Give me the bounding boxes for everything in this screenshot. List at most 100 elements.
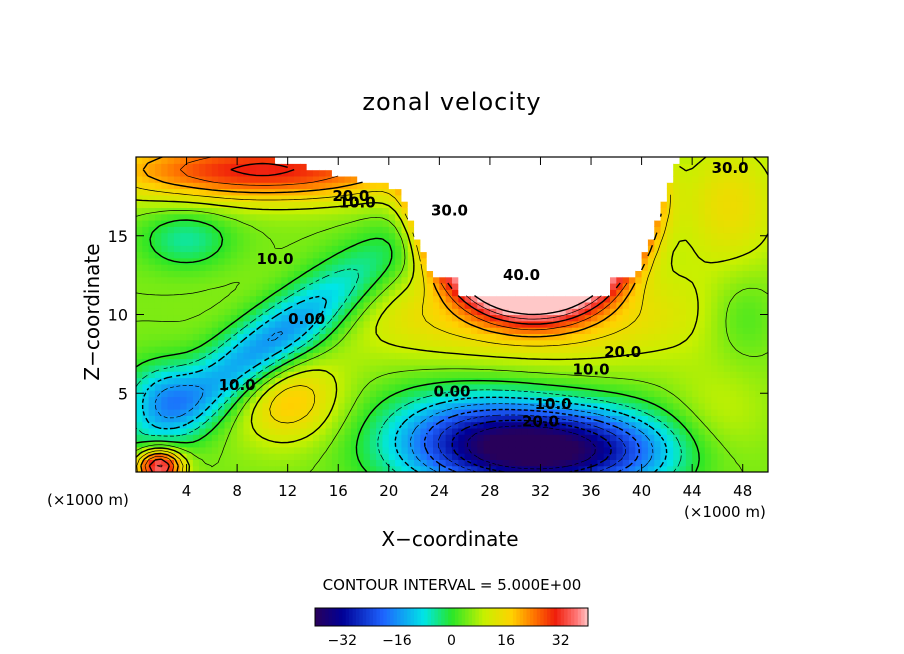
field-cell [218,314,226,322]
field-cell [647,415,655,423]
field-cell [679,320,687,328]
field-cell [275,352,282,360]
field-cell [717,201,725,208]
field-cell [300,295,308,303]
field-cell [369,169,377,177]
field-cell [628,402,636,410]
field-cell [711,175,719,183]
field-cell [742,453,750,460]
field-cell [483,157,491,164]
field-cell [357,364,365,372]
field-cell [489,295,497,303]
field-cell [312,157,320,164]
field-cell [597,352,605,360]
field-cell [660,188,668,196]
field-cell [635,270,643,278]
field-cell [616,238,624,246]
field-cell [666,352,674,360]
field-cell [218,364,226,372]
field-cell [426,459,434,467]
field-cell [641,377,649,385]
field-cell [294,339,301,347]
field-cell [344,415,352,423]
field-cell [192,358,200,366]
field-cell [180,270,188,278]
field-cell [243,245,251,253]
field-cell [136,440,143,448]
field-cell [426,232,434,240]
field-cell [717,371,725,379]
field-cell [553,377,561,385]
field-cell [508,264,516,271]
field-cell [439,446,447,454]
field-cell [610,314,617,322]
field-cell [458,163,466,171]
field-cell [319,226,327,234]
field-cell [641,427,649,435]
field-cell [458,434,466,442]
field-cell [654,270,662,278]
field-cell [635,314,643,322]
field-cell [496,346,504,353]
field-cell [148,163,156,171]
field-cell [452,182,459,190]
field-cell [218,358,226,366]
field-cell [148,352,156,360]
field-cell [616,339,624,347]
field-cell [325,295,333,303]
field-cell [180,289,188,297]
field-cell [395,175,403,183]
field-cell [628,446,636,454]
field-cell [502,257,510,265]
field-cell [546,251,554,259]
field-cell [647,182,655,190]
field-cell [692,427,700,435]
field-cell [717,169,725,177]
field-cell [414,276,421,284]
field-cell [186,427,194,435]
field-cell [186,352,194,360]
field-cell [647,409,655,416]
field-cell [559,220,567,227]
field-cell [199,188,207,196]
field-cell [470,308,478,316]
field-cell [420,188,428,196]
field-cell [262,157,270,164]
field-cell [407,427,415,435]
field-cell [742,226,750,234]
field-cell [281,339,289,347]
field-cell [205,194,213,202]
field-cell [736,194,744,202]
field-cell [382,333,390,341]
field-cell [559,434,567,442]
field-cell [249,358,257,366]
field-cell [325,238,333,246]
field-cell [546,301,554,309]
field-cell [420,226,428,234]
field-cell [464,270,472,278]
field-cell [679,301,687,309]
field-cell [243,238,251,246]
field-cell [338,339,346,347]
field-cell [622,364,630,372]
field-cell [483,339,491,347]
field-cell [433,320,440,328]
field-cell [521,339,529,347]
field-cell [572,465,579,472]
field-cell [635,295,643,303]
field-cell [376,175,384,183]
field-cell [470,453,478,460]
field-cell [433,201,440,208]
field-cell [749,364,756,372]
field-cell [376,446,384,454]
field-cell [192,182,200,190]
field-cell [610,390,617,397]
field-cell [148,371,156,379]
field-cell [508,434,516,442]
field-cell [243,346,251,353]
field-cell [597,245,605,253]
field-cell [414,390,421,397]
field-cell [388,409,396,416]
field-cell [679,188,687,196]
field-cell [154,175,162,183]
